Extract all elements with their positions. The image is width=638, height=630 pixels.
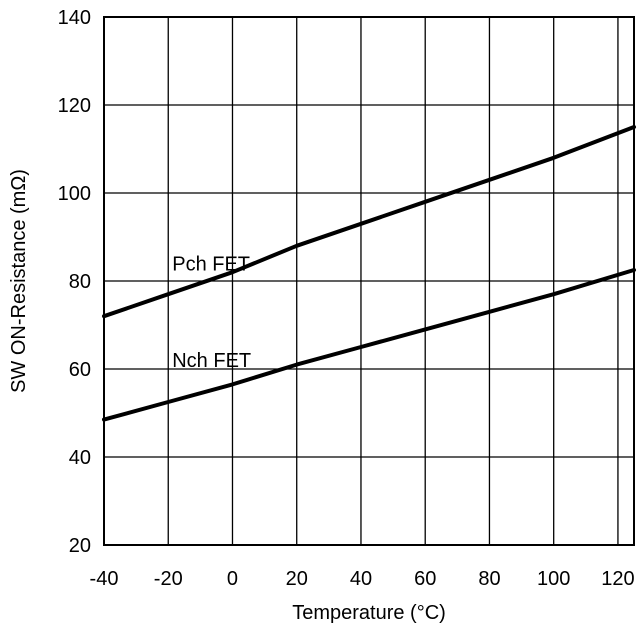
series-label-nch-fet: Nch FET (172, 350, 251, 372)
y-tick-label: 100 (58, 183, 91, 205)
y-tick-labels: 20 40 60 80 100 120 140 (58, 7, 91, 557)
x-tick-label: 60 (414, 568, 436, 590)
x-tick-labels: -40 -20 0 20 40 60 80 100 120 (90, 568, 635, 590)
x-axis-label: Temperature (°C) (292, 602, 446, 624)
x-tick-label: 0 (227, 568, 238, 590)
y-tick-label: 140 (58, 7, 91, 29)
y-tick-label: 60 (69, 359, 91, 381)
x-tick-label: -40 (90, 568, 119, 590)
series-lines (102, 125, 636, 422)
x-tick-label: 40 (350, 568, 372, 590)
series-line-pch-fet (102, 125, 636, 319)
x-tick-label: 120 (601, 568, 634, 590)
grid-lines (104, 17, 634, 545)
y-tick-label: 120 (58, 95, 91, 117)
series-labels: Pch FET Nch FET (172, 253, 251, 372)
y-axis-label: SW ON-Resistance (mΩ) (8, 169, 30, 393)
x-tick-label: 100 (537, 568, 570, 590)
x-tick-label: 80 (478, 568, 500, 590)
y-tick-label: 40 (69, 447, 91, 469)
y-tick-label: 80 (69, 271, 91, 293)
x-tick-label: -20 (154, 568, 183, 590)
series-label-pch-fet: Pch FET (172, 253, 250, 275)
x-tick-label: 20 (286, 568, 308, 590)
y-tick-label: 20 (69, 535, 91, 557)
series-line-nch-fet (102, 268, 636, 422)
plot-frame (103, 16, 635, 546)
